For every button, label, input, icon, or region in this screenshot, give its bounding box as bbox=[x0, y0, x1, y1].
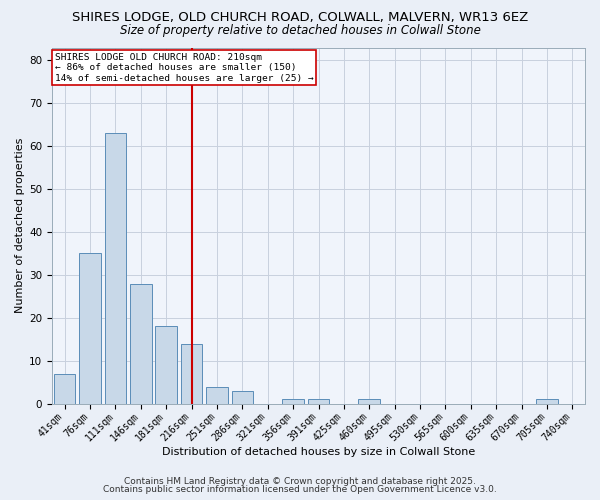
Bar bbox=[130, 284, 152, 404]
Bar bbox=[206, 386, 228, 404]
Bar bbox=[181, 344, 202, 404]
Bar bbox=[232, 391, 253, 404]
Text: Contains HM Land Registry data © Crown copyright and database right 2025.: Contains HM Land Registry data © Crown c… bbox=[124, 477, 476, 486]
Bar bbox=[155, 326, 177, 404]
Text: SHIRES LODGE OLD CHURCH ROAD: 210sqm
← 86% of detached houses are smaller (150)
: SHIRES LODGE OLD CHURCH ROAD: 210sqm ← 8… bbox=[55, 53, 313, 82]
Bar bbox=[283, 400, 304, 404]
Text: Contains public sector information licensed under the Open Government Licence v3: Contains public sector information licen… bbox=[103, 485, 497, 494]
Bar bbox=[358, 400, 380, 404]
Text: Size of property relative to detached houses in Colwall Stone: Size of property relative to detached ho… bbox=[119, 24, 481, 37]
Bar bbox=[79, 254, 101, 404]
Bar bbox=[536, 400, 558, 404]
Bar bbox=[104, 134, 126, 404]
X-axis label: Distribution of detached houses by size in Colwall Stone: Distribution of detached houses by size … bbox=[162, 448, 475, 458]
Bar bbox=[54, 374, 76, 404]
Bar bbox=[308, 400, 329, 404]
Y-axis label: Number of detached properties: Number of detached properties bbox=[15, 138, 25, 314]
Text: SHIRES LODGE, OLD CHURCH ROAD, COLWALL, MALVERN, WR13 6EZ: SHIRES LODGE, OLD CHURCH ROAD, COLWALL, … bbox=[72, 12, 528, 24]
